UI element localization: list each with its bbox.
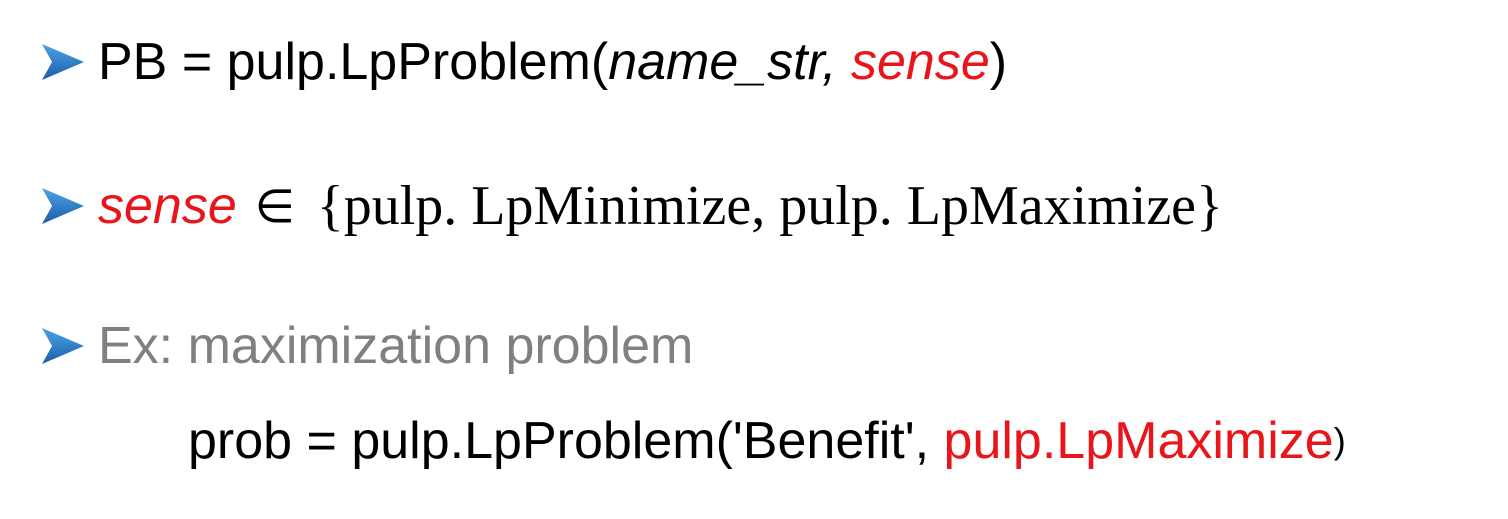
- sense-set: {pulp. LpMinimize, pulp. LpMaximize}: [316, 175, 1223, 237]
- sense-variable: sense: [98, 177, 237, 235]
- definition-suffix: ): [989, 33, 1008, 91]
- bullet-line-definition: PB = pulp.LpProblem( name_str, sense ): [40, 36, 1007, 88]
- definition-prefix: PB = pulp.LpProblem(: [98, 33, 609, 91]
- example-code-suffix: ): [1333, 420, 1346, 461]
- example-code-prefix: prob = pulp.LpProblem('Benefit',: [188, 412, 944, 470]
- example-heading: Ex: maximization problem: [98, 317, 694, 375]
- definition-arg-sense: sense: [850, 33, 990, 91]
- bullet-line-sense-set: sense ∈ {pulp. LpMinimize, pulp. LpMaxim…: [40, 178, 1223, 234]
- example-code-line: prob = pulp.LpProblem('Benefit', pulp.Lp…: [188, 415, 1346, 467]
- example-code-sense: pulp.LpMaximize: [943, 412, 1334, 470]
- arrow-bullet-icon: [40, 42, 86, 82]
- definition-arg-name: name_str,: [608, 33, 837, 91]
- bullet-line-example: Ex: maximization problem: [40, 320, 693, 372]
- element-of-symbol: ∈: [254, 179, 295, 233]
- arrow-bullet-icon: [40, 326, 86, 366]
- arrow-bullet-icon: [40, 186, 86, 226]
